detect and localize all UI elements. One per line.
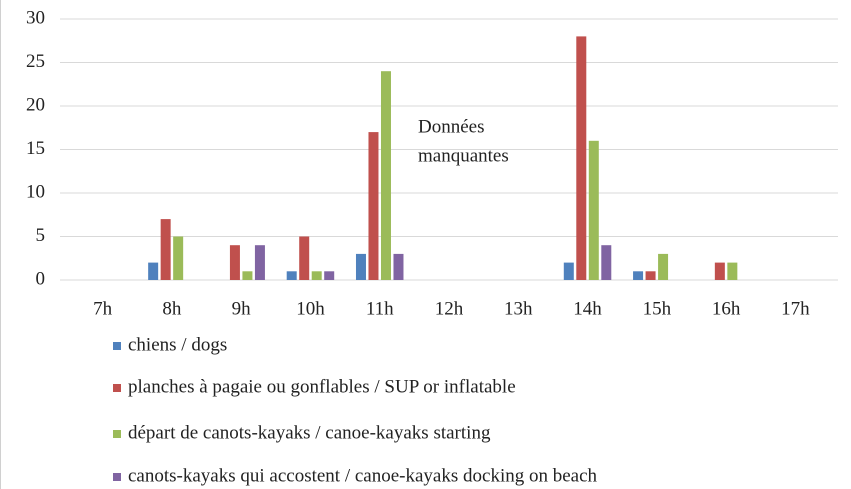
x-tick-label: 13h — [504, 298, 533, 319]
annotation: Données — [418, 116, 484, 137]
x-tick-label: 12h — [435, 298, 464, 319]
bar — [324, 271, 335, 280]
bar — [254, 245, 265, 280]
bar — [601, 245, 612, 280]
x-tick-label: 15h — [643, 298, 672, 319]
y-tick-label: 15 — [26, 138, 45, 159]
y-tick-label: 0 — [36, 268, 46, 289]
bar — [576, 36, 587, 281]
bar — [368, 132, 379, 280]
bar — [242, 271, 253, 280]
bar — [727, 262, 738, 280]
bar — [393, 253, 404, 280]
x-tick-label: 9h — [232, 298, 252, 319]
y-tick-label: 5 — [36, 225, 46, 246]
x-tick-label: 11h — [366, 298, 394, 319]
y-tick-label: 25 — [26, 51, 45, 72]
bar — [311, 271, 322, 280]
bar — [658, 253, 669, 280]
bar — [714, 262, 725, 280]
bar — [299, 236, 310, 280]
legend-swatch — [113, 473, 121, 481]
bar — [588, 140, 599, 280]
bar — [563, 262, 574, 280]
bar — [633, 271, 644, 280]
bar — [173, 236, 184, 280]
x-tick-label: 16h — [712, 298, 741, 319]
legend-label: canots-kayaks qui accostent / canoe-kaya… — [128, 465, 598, 486]
bar — [380, 71, 391, 280]
x-tick-label: 10h — [296, 298, 325, 319]
legend-swatch — [113, 430, 121, 438]
legend-swatch — [113, 342, 121, 350]
x-tick-label: 17h — [781, 298, 810, 319]
legend-label: planches à pagaie ou gonflables / SUP or… — [128, 376, 516, 397]
x-tick-label: 8h — [162, 298, 182, 319]
bar — [148, 262, 159, 280]
bar — [355, 253, 366, 280]
x-tick-label: 14h — [573, 298, 602, 319]
bar — [229, 245, 240, 280]
bar — [645, 271, 656, 280]
legend-label: chiens / dogs — [128, 334, 227, 355]
bar — [286, 271, 297, 280]
y-tick-label: 10 — [26, 181, 45, 202]
bar — [160, 219, 171, 280]
legend-label: départ de canots-kayaks / canoe-kayaks s… — [128, 422, 491, 443]
y-tick-label: 20 — [26, 94, 45, 115]
annotation: manquantes — [418, 145, 509, 166]
x-tick-label: 7h — [93, 298, 113, 319]
legend-swatch — [113, 384, 121, 392]
y-tick-label: 30 — [26, 7, 45, 28]
